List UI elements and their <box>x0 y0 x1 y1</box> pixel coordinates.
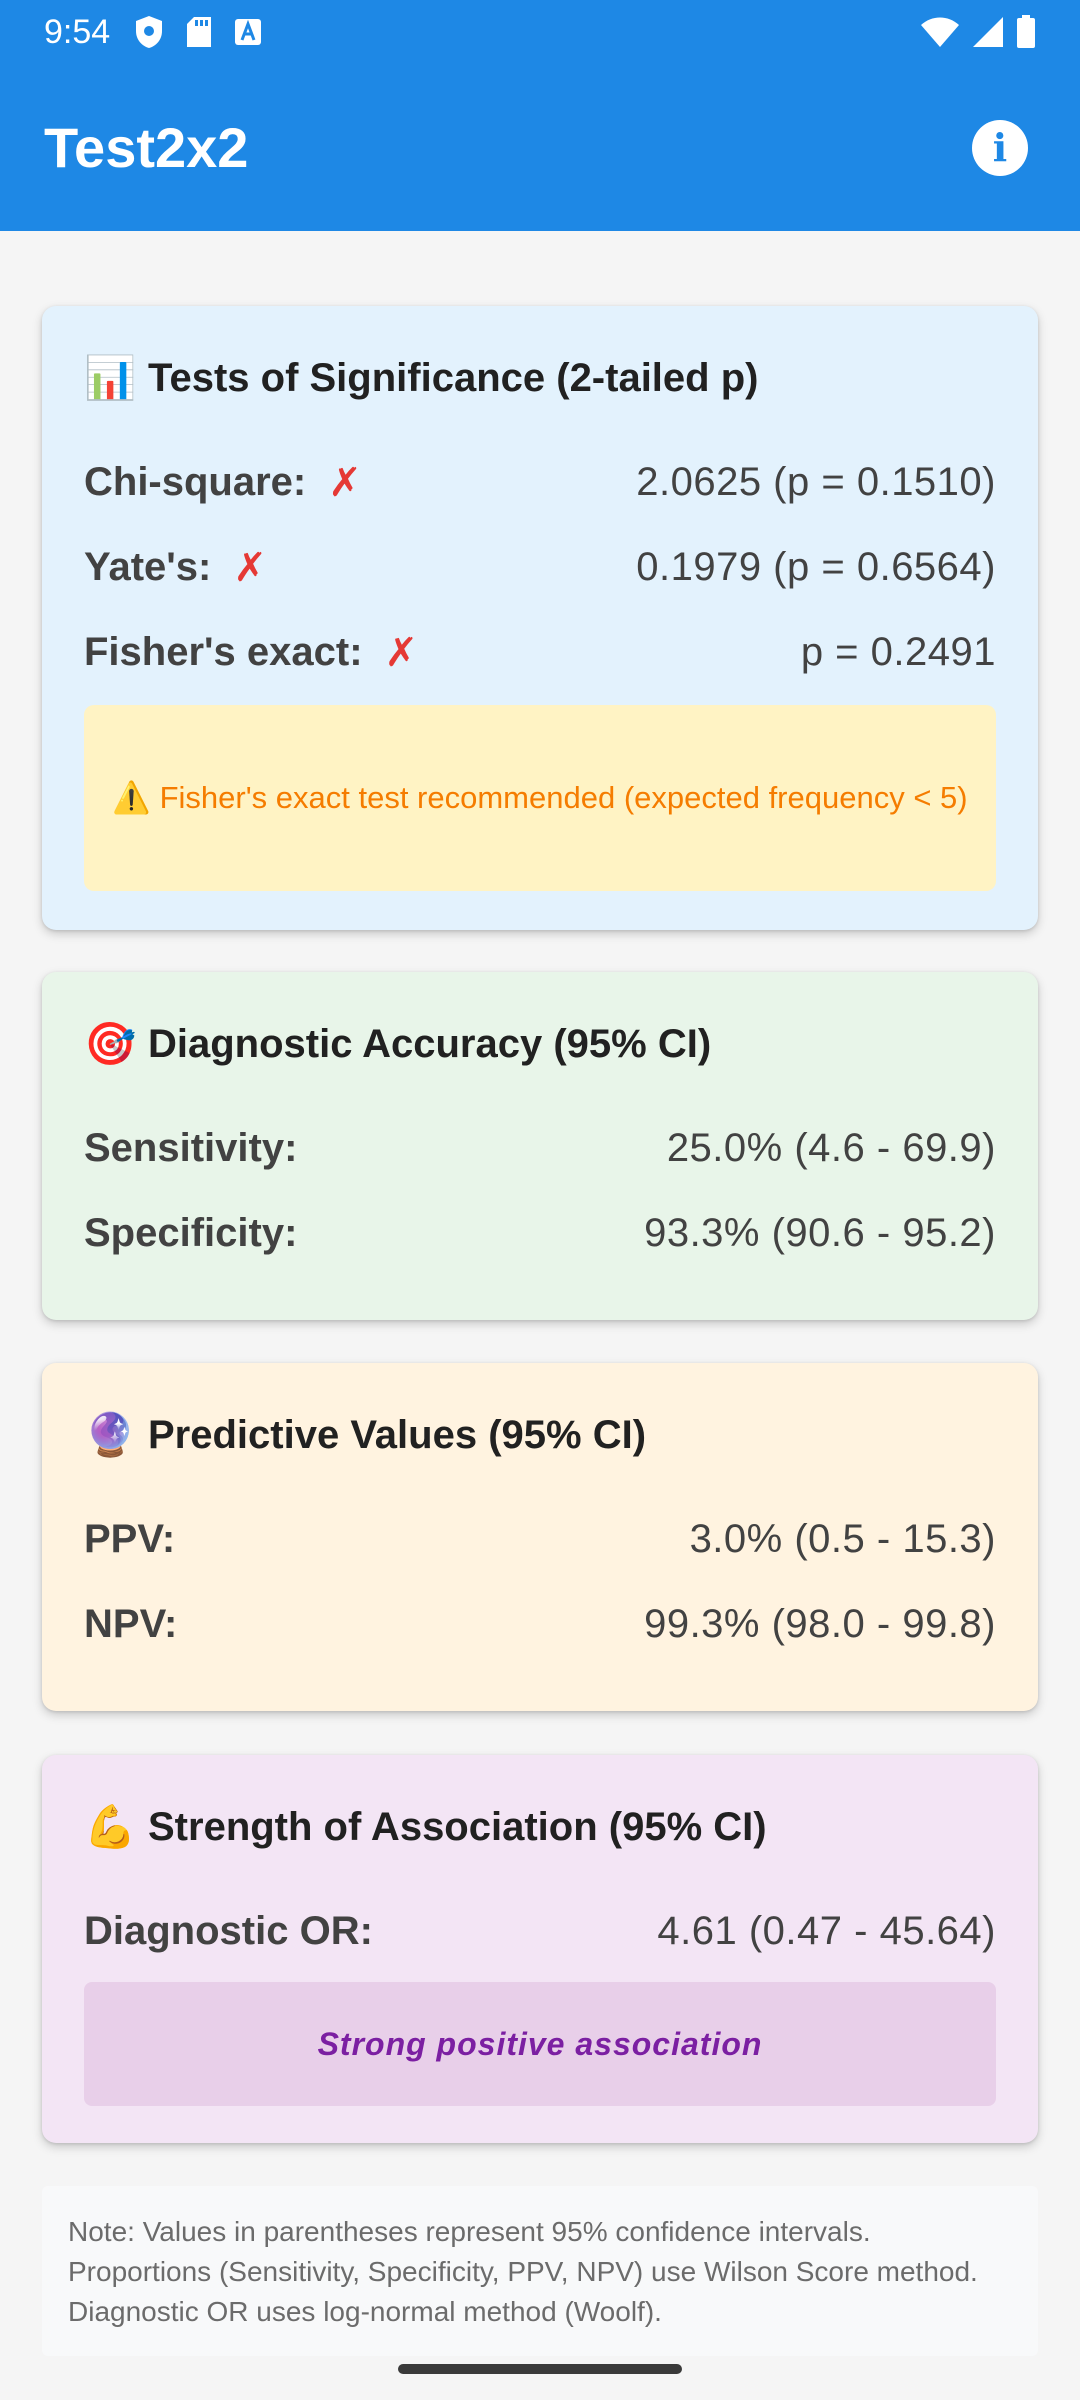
chi-square-value: 2.0625 (p = 0.1510) <box>636 460 996 504</box>
cross-mark-icon: ✗ <box>384 630 419 675</box>
fisher-label: Fisher's exact: <box>84 630 363 674</box>
sd-card-icon <box>187 17 212 47</box>
flexed-biceps-icon: 💪 <box>84 1802 137 1850</box>
predictive-title: 🔮 Predictive Values (95% CI) <box>84 1407 996 1463</box>
cellular-signal-icon <box>973 17 1003 47</box>
status-time: 9:54 <box>44 12 111 51</box>
app-title: Test2x2 <box>44 116 249 179</box>
ppv-row: PPV: 3.0% (0.5 - 15.3) <box>84 1497 996 1582</box>
status-icons-left <box>134 15 262 49</box>
wifi-icon <box>921 17 959 47</box>
crystal-ball-icon: 🔮 <box>84 1410 137 1458</box>
association-card: 💪 Strength of Association (95% CI) Diagn… <box>42 1755 1038 2143</box>
diagnostic-title: 🎯 Diagnostic Accuracy (95% CI) <box>84 1016 996 1072</box>
predictive-card: 🔮 Predictive Values (95% CI) PPV: 3.0% (… <box>42 1363 1038 1711</box>
sensitivity-label: Sensitivity: <box>84 1126 298 1170</box>
target-icon: 🎯 <box>84 1019 137 1067</box>
chi-square-row: Chi-square: ✗ 2.0625 (p = 0.1510) <box>84 440 996 525</box>
status-bar: 9:54 <box>0 0 1080 64</box>
diagnostic-or-row: Diagnostic OR: 4.61 (0.47 - 45.64) <box>84 1889 996 1974</box>
significance-title-text: Tests of Significance (2-tailed p) <box>148 355 759 400</box>
yates-label: Yate's: <box>84 545 212 589</box>
gesture-nav-handle[interactable] <box>398 2364 682 2374</box>
association-interpretation-text: Strong positive association <box>317 2025 763 2062</box>
bar-chart-icon: 📊 <box>84 353 137 401</box>
association-interpretation: Strong positive association <box>84 1982 996 2106</box>
predictive-title-text: Predictive Values (95% CI) <box>148 1412 647 1457</box>
npv-value: 99.3% (98.0 - 99.8) <box>644 1602 996 1646</box>
specificity-value: 93.3% (90.6 - 95.2) <box>644 1211 996 1255</box>
significance-card: 📊 Tests of Significance (2-tailed p) Chi… <box>42 306 1038 930</box>
fisher-warning: ⚠️ Fisher's exact test recommended (expe… <box>84 705 996 891</box>
specificity-label: Specificity: <box>84 1211 298 1255</box>
diagnostic-title-text: Diagnostic Accuracy (95% CI) <box>148 1021 712 1066</box>
npv-row: NPV: 99.3% (98.0 - 99.8) <box>84 1582 996 1667</box>
cross-mark-icon: ✗ <box>328 460 362 505</box>
fisher-value: p = 0.2491 <box>800 630 996 674</box>
association-title-text: Strength of Association (95% CI) <box>148 1804 767 1849</box>
npv-label: NPV: <box>84 1602 178 1646</box>
diagnostic-or-label: Diagnostic OR: <box>84 1909 373 1953</box>
specificity-row: Specificity: 93.3% (90.6 - 95.2) <box>84 1191 996 1276</box>
ppv-label: PPV: <box>84 1517 176 1561</box>
app-bar: Test2x2 i <box>0 64 1080 231</box>
yates-row: Yate's: ✗ 0.1979 (p = 0.6564) <box>84 525 996 610</box>
battery-icon <box>1017 15 1035 48</box>
ppv-value: 3.0% (0.5 - 15.3) <box>689 1517 996 1561</box>
sensitivity-row: Sensitivity: 25.0% (4.6 - 69.9) <box>84 1106 996 1191</box>
font-a-icon <box>235 19 262 45</box>
association-title: 💪 Strength of Association (95% CI) <box>84 1799 996 1855</box>
methods-note: Note: Values in parentheses represent 95… <box>42 2186 1038 2356</box>
diagnostic-card: 🎯 Diagnostic Accuracy (95% CI) Sensitivi… <box>42 972 1038 1320</box>
diagnostic-or-value: 4.61 (0.47 - 45.64) <box>657 1909 996 1953</box>
sensitivity-value: 25.0% (4.6 - 69.9) <box>666 1126 996 1170</box>
info-button[interactable]: i <box>972 119 1028 176</box>
chi-square-label: Chi-square: <box>84 460 307 504</box>
fisher-warning-text: ⚠️ Fisher's exact test recommended (expe… <box>112 780 968 815</box>
fisher-row: Fisher's exact: ✗ p = 0.2491 <box>84 610 996 695</box>
methods-note-text: Note: Values in parentheses represent 95… <box>68 2216 978 2327</box>
significance-title: 📊 Tests of Significance (2-tailed p) <box>84 350 996 406</box>
info-icon: i <box>992 125 1008 170</box>
status-icons-right <box>920 15 1036 49</box>
cross-mark-icon: ✗ <box>233 545 267 590</box>
yates-value: 0.1979 (p = 0.6564) <box>636 545 996 589</box>
shield-icon <box>136 16 163 48</box>
